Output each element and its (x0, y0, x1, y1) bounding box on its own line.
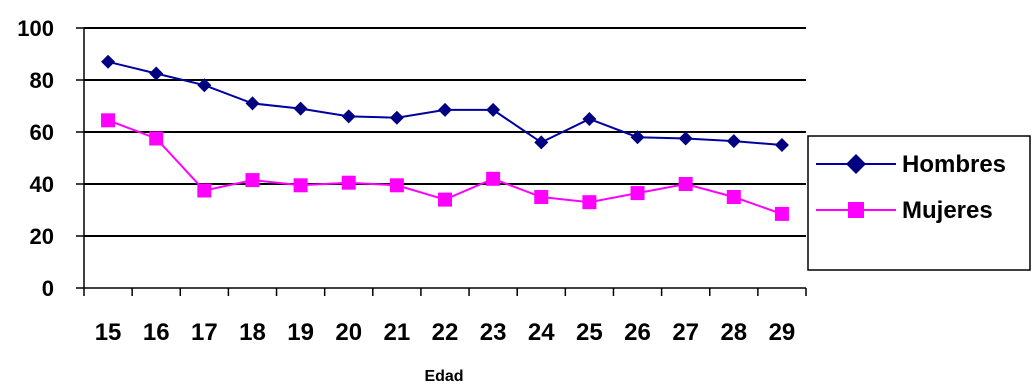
series-hombres (101, 54, 789, 152)
x-tick-label-21: 21 (384, 319, 411, 346)
point-mujeres-16 (149, 131, 164, 146)
y-tick-label-0: 0 (42, 276, 54, 301)
point-mujeres-20 (341, 175, 356, 190)
x-tick-label-25: 25 (576, 319, 603, 346)
point-mujeres-24 (534, 190, 549, 204)
point-mujeres-17 (197, 183, 212, 198)
point-hombres-27 (678, 131, 693, 146)
y-tick-label-40: 40 (30, 172, 54, 197)
point-mujeres-29 (774, 206, 789, 221)
point-mujeres-22 (438, 192, 452, 207)
x-tick-label-17: 17 (191, 319, 218, 346)
point-mujeres-25 (582, 195, 597, 210)
y-tick-label-20: 20 (30, 224, 54, 249)
point-hombres-22 (438, 102, 452, 117)
y-tick-label-100: 100 (17, 16, 54, 41)
x-tick-label-18: 18 (239, 319, 266, 346)
y-tick-label-60: 60 (30, 120, 54, 145)
point-mujeres-23 (486, 171, 501, 186)
x-tick-label-26: 26 (624, 319, 651, 346)
point-hombres-29 (774, 138, 789, 152)
legend-label-mujeres: Mujeres (902, 197, 993, 224)
point-hombres-26 (630, 130, 645, 145)
point-hombres-16 (149, 66, 164, 81)
x-tick-label-23: 23 (480, 319, 507, 346)
x-tick-label-29: 29 (769, 319, 796, 346)
x-tick-label-20: 20 (335, 319, 362, 346)
point-hombres-23 (486, 102, 501, 117)
point-mujeres-21 (389, 178, 404, 193)
y-tick-label-80: 80 (30, 68, 54, 93)
series-mujeres (101, 113, 789, 221)
point-hombres-18 (245, 96, 260, 111)
legend-item-mujeres: Mujeres (816, 197, 993, 224)
point-mujeres-18 (245, 173, 260, 188)
legend-item-hombres: Hombres (816, 151, 1006, 178)
axes (83, 28, 806, 289)
x-tick-label-24: 24 (528, 319, 555, 346)
legend-marker-mujeres (848, 202, 864, 218)
x-tick-label-15: 15 (95, 319, 122, 346)
x-tick-label-28: 28 (720, 319, 747, 346)
series-group (101, 54, 789, 221)
point-mujeres-15 (101, 113, 116, 128)
legend: Hombres Mujeres (807, 135, 1031, 271)
legend-marker-hombres (846, 154, 866, 174)
point-mujeres-28 (726, 190, 741, 204)
point-hombres-19 (293, 101, 308, 116)
point-mujeres-19 (293, 178, 308, 193)
point-hombres-21 (389, 110, 404, 125)
point-hombres-20 (341, 109, 356, 124)
point-hombres-28 (726, 134, 741, 149)
x-axis-title: Edad (424, 368, 463, 385)
x-tick-label-16: 16 (143, 319, 170, 346)
point-mujeres-27 (678, 177, 693, 191)
point-hombres-24 (534, 135, 549, 150)
point-hombres-15 (101, 54, 116, 69)
x-axis-ticks: 15 16 17 18 19 20 21 22 23 24 25 26 27 28 29 (83, 288, 807, 346)
x-tick-label-19: 19 (287, 319, 314, 346)
legend-box (807, 135, 1031, 271)
x-tick-label-27: 27 (672, 319, 699, 346)
x-tick-label-22: 22 (432, 319, 459, 346)
point-hombres-25 (582, 112, 597, 126)
legend-label-hombres: Hombres (902, 151, 1006, 178)
point-hombres-17 (197, 78, 212, 93)
y-axis-ticks: 0 20 40 60 80 100 (17, 16, 84, 301)
point-mujeres-26 (630, 186, 645, 201)
